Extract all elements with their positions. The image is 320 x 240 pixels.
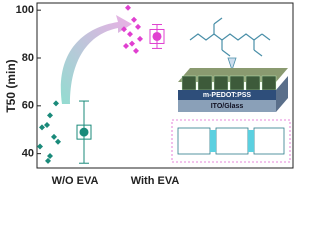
layer-pedot — [178, 90, 276, 100]
chart: m-PEDOT:PSS ITO/Glass T50 (min) 40 60 80 10… — [4, 2, 294, 187]
data-point — [45, 157, 51, 164]
page: {"chart_data": {"type": "scatter", "y_la… — [4, 2, 294, 187]
data-point — [123, 43, 129, 50]
plot-frame — [36, 2, 294, 169]
device-diagram: m-PEDOT:PSS ITO/Glass — [171, 17, 291, 163]
data-point — [47, 153, 53, 160]
magnifier — [227, 57, 237, 72]
x-tick-label: W/O EVA — [52, 175, 99, 187]
mean-point — [152, 31, 162, 41]
mean-box — [76, 124, 92, 140]
mean-box — [149, 28, 165, 44]
data-point — [53, 100, 59, 107]
data-point — [44, 121, 50, 128]
data-point — [135, 23, 141, 30]
molecule — [189, 17, 271, 57]
data-point — [39, 124, 45, 131]
data-point — [125, 4, 131, 11]
data-point — [47, 112, 53, 119]
data-point — [131, 16, 137, 23]
layer-side — [276, 76, 288, 112]
trend-arrow — [60, 15, 132, 104]
y-axis-title: T50 (min) — [4, 59, 18, 112]
data-point — [133, 47, 139, 54]
data-point — [121, 26, 127, 33]
eva-network — [210, 130, 254, 152]
data-point — [55, 138, 61, 145]
data-point — [37, 143, 43, 150]
y-tick-label: 40 — [22, 148, 34, 160]
y-tick-label: 100 — [16, 4, 34, 16]
layer-label: ITO/Glass — [211, 103, 244, 110]
data-point — [129, 40, 135, 47]
data-point — [137, 35, 143, 42]
data-point — [51, 133, 57, 140]
x-tick-label: With EVA — [131, 175, 180, 187]
zoom-box — [171, 119, 291, 163]
layer-label: m-PEDOT:PSS — [203, 92, 252, 99]
y-tick-label: 80 — [22, 52, 34, 64]
mean-point — [79, 127, 89, 137]
y-tick-label: 60 — [22, 100, 34, 112]
layer-ito — [178, 100, 276, 112]
data-point — [127, 31, 133, 38]
